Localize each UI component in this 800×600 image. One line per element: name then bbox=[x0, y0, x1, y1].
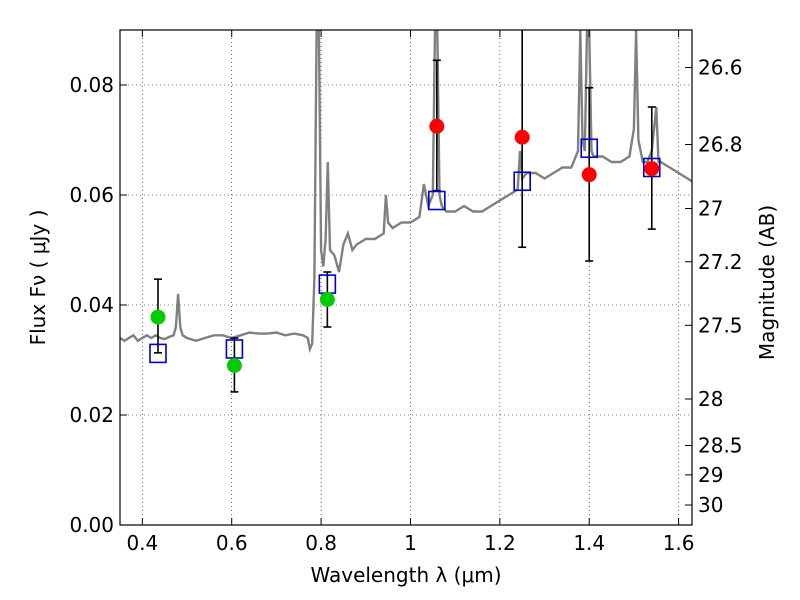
x-tick-label: 0.4 bbox=[126, 531, 158, 555]
near-ir-detections-marker bbox=[644, 161, 660, 177]
right-tick-label: 29 bbox=[698, 463, 723, 487]
right-tick-label: 27.5 bbox=[698, 313, 743, 337]
x-tick-label: 0.8 bbox=[305, 531, 337, 555]
right-tick-label: 26.8 bbox=[698, 132, 743, 156]
model-spectrum-layer bbox=[120, 30, 692, 354]
y-tick-label: 0.00 bbox=[69, 513, 114, 537]
model-spectrum-line bbox=[120, 30, 692, 354]
tick-layer: 0.4 0.6 0.8 1 1.2 1.4 1.6 0.00 0.02 0.04 0.06 0.08 2… bbox=[69, 30, 743, 555]
y-tick-label: 0.08 bbox=[69, 73, 114, 97]
right-tick-label: 28 bbox=[698, 387, 723, 411]
right-tick-label: 26.6 bbox=[698, 56, 743, 80]
plot-frame bbox=[119, 29, 693, 526]
right-tick-label: 27.2 bbox=[698, 250, 743, 274]
x-axis-label: Wavelength λ (μm) bbox=[310, 563, 501, 587]
x-tick-label: 0.6 bbox=[216, 531, 248, 555]
x-tick-label: 1 bbox=[404, 531, 417, 555]
x-tick-label: 1.6 bbox=[663, 531, 695, 555]
x-tick-label: 1.2 bbox=[484, 531, 516, 555]
x-tick-label: 1.4 bbox=[573, 531, 605, 555]
optical-detections-marker bbox=[319, 292, 335, 307]
model-synthetic-photometry-marker bbox=[428, 190, 446, 211]
near-ir-detections-marker bbox=[429, 118, 445, 134]
near-ir-detections-marker bbox=[581, 167, 597, 183]
model-synthetic-photometry-marker bbox=[642, 157, 661, 178]
grid bbox=[120, 30, 692, 525]
y-axis-right-label: Magnitude (AB) bbox=[755, 205, 779, 360]
model-synthetic-photometry-marker bbox=[580, 138, 599, 159]
model-synthetic-photometry-marker bbox=[513, 171, 531, 192]
y-axis-label: Flux Fν ( μJy ) bbox=[26, 210, 50, 346]
y-tick-label: 0.04 bbox=[69, 293, 114, 317]
right-tick-label: 30 bbox=[698, 493, 723, 517]
right-tick-label: 27 bbox=[698, 197, 723, 221]
y-tick-label: 0.02 bbox=[69, 403, 114, 427]
right-tick-label: 28.5 bbox=[698, 434, 743, 458]
optical-detections-marker bbox=[150, 309, 166, 325]
optical-detections-marker bbox=[226, 358, 242, 373]
y-tick-label: 0.06 bbox=[69, 183, 114, 207]
near-ir-detections-marker bbox=[514, 129, 530, 145]
marker-layer bbox=[149, 118, 661, 373]
model-synthetic-photometry-marker bbox=[149, 343, 167, 364]
